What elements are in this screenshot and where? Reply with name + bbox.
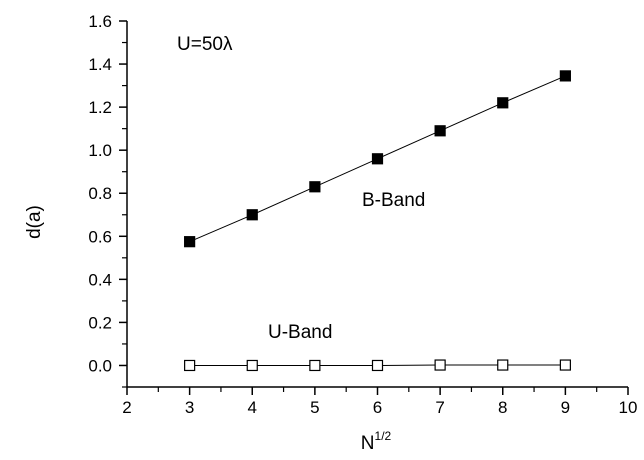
x-axis-title: N1/2 [361,429,392,454]
x-tick-label: 6 [373,398,382,417]
data-point [497,359,509,371]
x-tick-label: 3 [185,398,194,417]
b-band-label: B-Band [362,190,425,211]
axes: 2 3 4 5 6 7 8 9 10 0.0 0.2 0.4 0.6 0.8 1.0 1.2 1.4 1.6 [88,12,637,417]
x-tick-label: 10 [619,398,638,417]
data-point [559,359,571,371]
data-point [371,153,384,165]
data-point [434,125,446,137]
y-tick-label: 1.6 [88,12,112,31]
data-point [246,209,258,221]
y-tick-label: 0.6 [88,227,112,246]
data-point [309,181,321,193]
u-band-label: U-Band [268,322,332,343]
series-layer [184,70,571,372]
condition-annotation: U=50λ [177,34,233,55]
x-tick-label: 5 [310,398,319,417]
data-point [497,97,509,109]
data-point [371,359,384,372]
x-tick-label: 8 [498,398,507,417]
y-axis-title: d(a) [24,205,45,239]
x-tick-label: 2 [122,398,131,417]
x-tick-label: 9 [561,398,570,417]
x-tick-label: 4 [248,398,257,417]
data-point [559,70,571,82]
data-point [184,359,196,372]
y-tick-label: 0.2 [88,313,112,332]
x-tick-label: 7 [435,398,444,417]
x-axis-title-superscript: 1/2 [375,429,392,443]
y-tick-label: 0.4 [88,270,112,289]
y-tick-label: 1.2 [88,98,112,117]
data-point [309,359,321,372]
data-point [434,359,446,371]
y-tick-label: 1.4 [88,55,112,74]
y-tick-label: 0.8 [88,184,112,203]
y-tick-label: 1.0 [88,141,112,160]
data-point [184,236,196,248]
y-tick-label: 0.0 [88,356,112,375]
x-axis-title-base: N [361,433,375,454]
data-point [246,359,258,372]
